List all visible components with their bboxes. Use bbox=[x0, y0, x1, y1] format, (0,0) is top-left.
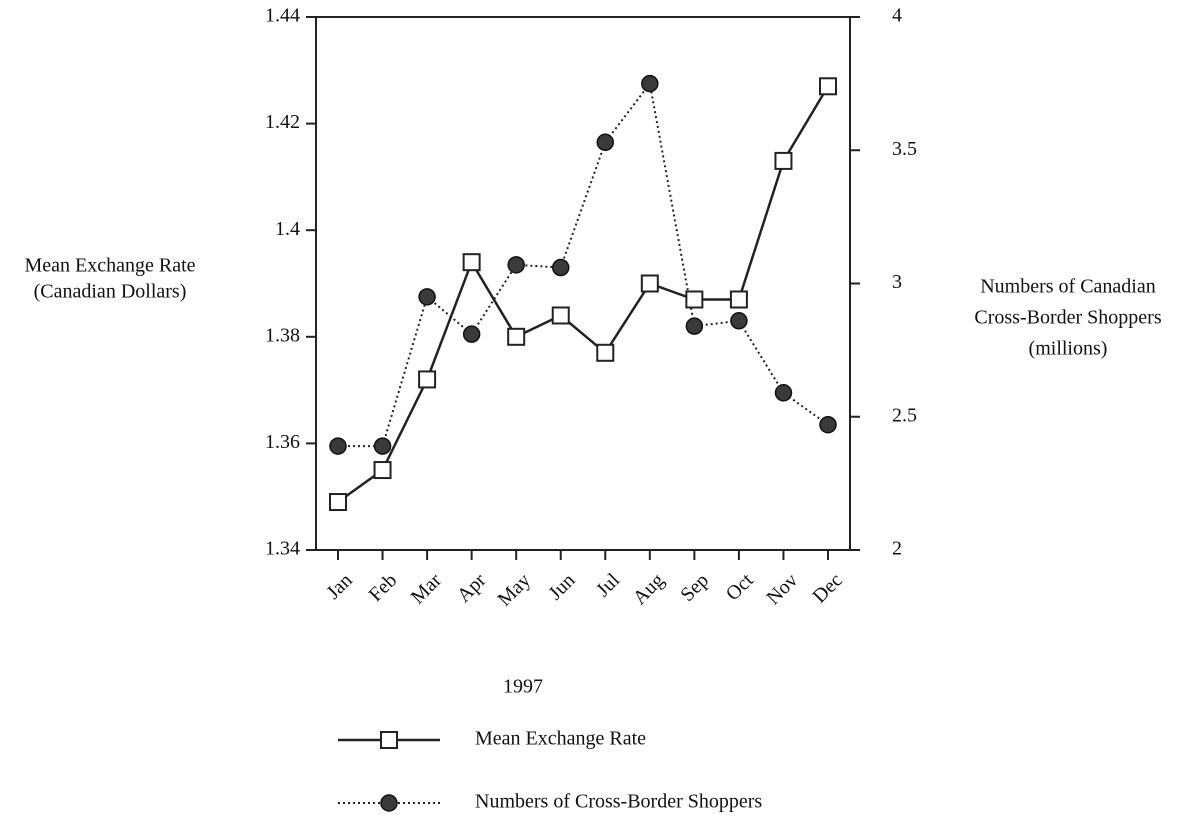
data-point bbox=[819, 77, 837, 96]
x-tick-label: Jan bbox=[322, 569, 356, 603]
x-tick-label: Oct bbox=[722, 569, 758, 605]
x-tick-label: Mar bbox=[407, 569, 446, 608]
x-tick-label: May bbox=[493, 569, 534, 610]
data-point bbox=[729, 290, 748, 309]
data-point bbox=[596, 133, 615, 152]
y-tick-label: 1.44 bbox=[265, 5, 300, 27]
data-point bbox=[329, 437, 347, 455]
y2-axis-label: Numbers of Canadian bbox=[980, 276, 1156, 298]
legend-label: Numbers of Cross-Border Shoppers bbox=[475, 791, 762, 813]
x-tick-label: Aug bbox=[629, 569, 669, 609]
y2-tick-label: 3 bbox=[892, 271, 902, 293]
data-point bbox=[507, 256, 525, 274]
y-tick-label: 1.4 bbox=[275, 218, 300, 240]
y2-tick-label: 4 bbox=[892, 5, 902, 27]
y2-tick-label: 3.5 bbox=[892, 138, 917, 160]
y-tick-label: 1.34 bbox=[265, 538, 300, 560]
x-tick-label: Feb bbox=[365, 569, 402, 606]
data-point bbox=[418, 288, 436, 306]
data-point bbox=[730, 312, 748, 330]
data-point bbox=[685, 317, 704, 335]
x-tick-label: Sep bbox=[676, 569, 713, 606]
legend-marker bbox=[380, 731, 398, 749]
x-tick-label: Jul bbox=[592, 569, 624, 601]
y2-axis-label: Cross-Border Shoppers bbox=[974, 307, 1161, 329]
data-point bbox=[551, 258, 570, 277]
y-tick-label: 1.42 bbox=[265, 111, 300, 133]
data-point bbox=[551, 306, 570, 325]
series-line bbox=[337, 85, 830, 504]
legend-marker bbox=[380, 794, 398, 812]
y2-tick-label: 2.5 bbox=[892, 404, 917, 426]
data-point bbox=[418, 370, 437, 389]
y-axis-label: Mean Exchange Rate bbox=[24, 255, 195, 277]
data-point bbox=[373, 437, 392, 455]
y2-tick-label: 2 bbox=[892, 538, 902, 560]
data-point bbox=[329, 493, 347, 512]
x-axis-label: 1997 bbox=[503, 676, 543, 698]
x-tick-label: Jun bbox=[544, 569, 579, 604]
data-point bbox=[774, 151, 793, 170]
x-tick-label: Dec bbox=[808, 569, 846, 607]
data-point bbox=[774, 384, 793, 402]
data-point bbox=[507, 327, 526, 346]
data-point bbox=[462, 253, 481, 272]
y-tick-label: 1.36 bbox=[265, 431, 300, 453]
y2-axis-label: (millions) bbox=[1029, 338, 1108, 360]
data-point bbox=[373, 461, 392, 480]
y-tick-label: 1.38 bbox=[265, 324, 300, 346]
x-tick-label: Apr bbox=[453, 569, 491, 607]
data-point bbox=[640, 274, 659, 293]
data-point bbox=[596, 343, 615, 362]
data-point bbox=[641, 74, 659, 93]
legend-label: Mean Exchange Rate bbox=[475, 728, 646, 750]
series-line bbox=[338, 81, 829, 448]
y-axis-label: (Canadian Dollars) bbox=[34, 281, 187, 303]
data-point bbox=[819, 415, 837, 434]
data-point bbox=[685, 290, 704, 309]
x-tick-label: Nov bbox=[762, 569, 802, 609]
data-point bbox=[462, 325, 481, 343]
